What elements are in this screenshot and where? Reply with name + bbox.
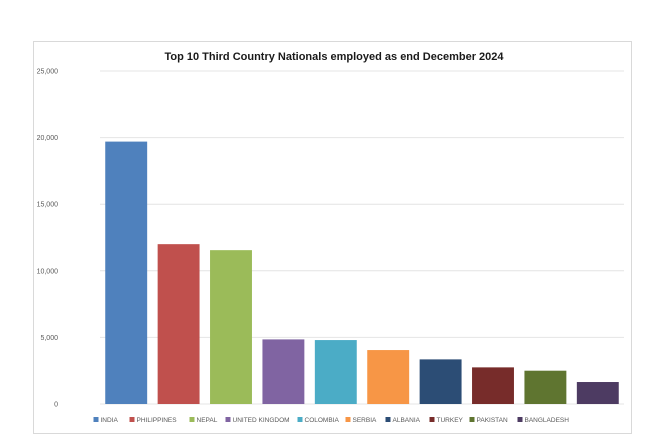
- bar-philippines: [157, 244, 200, 404]
- y-tick-label: 0: [54, 402, 58, 409]
- y-tick-label: 20,000: [37, 135, 59, 142]
- bar-albania: [419, 359, 462, 404]
- y-tick-label: 25,000: [37, 69, 59, 76]
- legend-swatch: [297, 417, 303, 422]
- legend-label: NEPAL: [197, 417, 218, 424]
- y-tick-label: 15,000: [37, 202, 59, 209]
- legend-label: INDIA: [101, 417, 119, 424]
- legend-item-nepal: NEPAL: [189, 417, 218, 424]
- legend-label: SERBIA: [353, 417, 378, 424]
- legend-item-colombia: COLOMBIA: [297, 417, 340, 424]
- legend-label: ALBANIA: [393, 417, 421, 424]
- bar-chart: Top 10 Third Country Nationals employed …: [37, 51, 624, 424]
- bar-nepal: [210, 250, 252, 404]
- legend-label: COLOMBIA: [305, 417, 340, 424]
- legend-swatch: [225, 417, 231, 422]
- legend-swatch: [517, 417, 523, 422]
- legend-label: PAKISTAN: [477, 417, 508, 424]
- legend-swatch: [93, 417, 99, 422]
- legend-item-turkey: TURKEY: [429, 417, 464, 424]
- y-axis-ticks: 0 5,000 10,000 15,000 20,000 25,000: [37, 69, 59, 409]
- legend-swatch: [385, 417, 391, 422]
- bar-india: [105, 141, 148, 404]
- legend-item-philippines: PHILIPPINES: [129, 417, 178, 424]
- bar-pakistan: [524, 370, 567, 404]
- legend-label: BANGLADESH: [525, 417, 570, 424]
- legend-item-bangladesh: BANGLADESH: [517, 417, 570, 424]
- y-tick-label: 10,000: [37, 268, 59, 275]
- chart-title: Top 10 Third Country Nationals employed …: [164, 51, 504, 63]
- legend-label: PHILIPPINES: [137, 417, 178, 424]
- bar-serbia: [367, 350, 410, 404]
- bar-bangladesh: [576, 382, 619, 404]
- legend-swatch: [345, 417, 351, 422]
- legend-item-united-kingdom: UNITED KINGDOM: [225, 417, 290, 424]
- chart-area: Top 10 Third Country Nationals employed …: [33, 41, 632, 434]
- legend-item-pakistan: PAKISTAN: [469, 417, 508, 424]
- legend-item-serbia: SERBIA: [345, 417, 378, 424]
- legend-swatch: [189, 417, 195, 422]
- legend-label: UNITED KINGDOM: [233, 417, 290, 424]
- legend-item-albania: ALBANIA: [385, 417, 421, 424]
- bar-united-kingdom: [262, 339, 305, 404]
- bars: [105, 141, 619, 404]
- y-tick-label: 5,000: [40, 335, 58, 342]
- legend-swatch: [469, 417, 475, 422]
- legend: INDIA PHILIPPINES NEPAL UNITED KINGDOM COLOM…: [93, 417, 570, 424]
- legend-label: TURKEY: [437, 417, 464, 424]
- legend-item-india: INDIA: [93, 417, 119, 424]
- bar-turkey: [472, 367, 514, 404]
- legend-swatch: [129, 417, 135, 422]
- bar-colombia: [314, 340, 357, 404]
- legend-swatch: [429, 417, 435, 422]
